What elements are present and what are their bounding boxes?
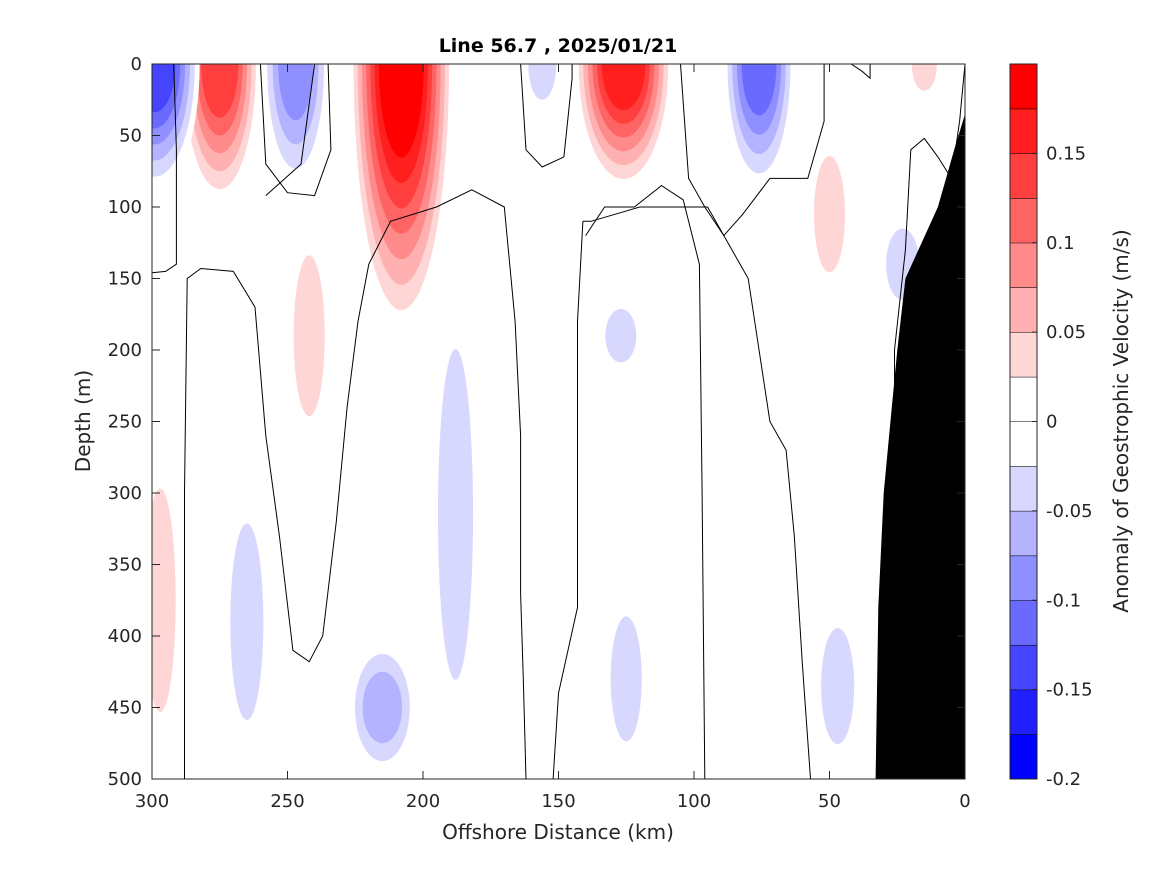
y-tick-label: 450 <box>108 698 142 719</box>
x-tick-label: 250 <box>270 791 304 812</box>
y-axis-label: Depth (m) <box>71 370 95 472</box>
y-tick-label: 300 <box>108 483 142 504</box>
colorbar-band <box>1010 734 1037 779</box>
velocity-core <box>286 207 333 465</box>
zero-contour <box>184 189 527 779</box>
chart-title: Line 56.7 , 2025/01/21 <box>439 35 678 57</box>
colorbar-tick-label: -0.15 <box>1046 680 1093 701</box>
y-tick-label: 100 <box>108 197 142 218</box>
colorbar-band <box>1010 287 1037 333</box>
velocity-band <box>152 488 176 712</box>
plot-area <box>152 64 965 779</box>
colorbar-band <box>1010 466 1037 511</box>
velocity-core <box>349 64 454 336</box>
velocity-core <box>806 121 853 308</box>
velocity-band <box>230 523 264 721</box>
y-tick-label: 250 <box>108 412 142 433</box>
zero-contour <box>152 64 177 274</box>
colorbar-bands <box>1010 63 1037 779</box>
x-axis-label: Offshore Distance (km) <box>442 820 674 844</box>
velocity-band <box>605 308 637 363</box>
zero-contour <box>582 206 811 779</box>
velocity-band <box>911 64 937 91</box>
colorbar-band <box>1010 198 1037 243</box>
seafloor-bathymetry <box>875 114 965 779</box>
colorbar-band <box>1010 644 1037 690</box>
velocity-core <box>347 636 418 779</box>
colorbar-band <box>1010 376 1037 422</box>
x-tick-label: 200 <box>406 791 440 812</box>
y-tick-label: 50 <box>119 126 142 147</box>
x-tick-label: 150 <box>541 791 575 812</box>
velocity-core <box>813 593 863 779</box>
y-tick-label: 0 <box>131 54 142 75</box>
velocity-band <box>610 616 642 742</box>
zero-contour <box>552 221 584 779</box>
velocity-band <box>293 255 325 417</box>
velocity-core <box>574 64 673 193</box>
colorbar-tick-label: 0 <box>1046 412 1057 433</box>
velocity-band <box>821 627 855 745</box>
colorbar-label: Anomaly of Geostrophic Velocity (m/s) <box>1109 229 1133 612</box>
velocity-band <box>437 349 474 680</box>
colorbar-tick-label: 0.15 <box>1046 143 1086 164</box>
velocity-core <box>179 64 261 207</box>
colorbar-band <box>1010 689 1037 735</box>
velocity-band <box>362 671 403 744</box>
colorbar-band <box>1010 332 1037 377</box>
colorbar-tick-label: 0.1 <box>1046 233 1075 254</box>
colorbar-tick-label: -0.05 <box>1046 501 1093 522</box>
x-tick-label: 300 <box>135 791 169 812</box>
velocity-band <box>278 64 314 121</box>
x-tick-label: 0 <box>959 791 970 812</box>
colorbar: 0.15 0.1 0.05 0 -0.05 -0.1 -0.15 -0.2 Anomaly o… <box>1009 63 1133 790</box>
y-tick-label: 200 <box>108 340 142 361</box>
zero-contour <box>520 64 573 168</box>
y-axis: 0 50 100 150 200 250 300 350 400 450 500 <box>108 54 965 790</box>
colorbar-band <box>1010 242 1037 288</box>
velocity-core <box>429 249 482 779</box>
velocity-core <box>222 464 272 779</box>
colorbar-band <box>1010 153 1037 199</box>
x-tick-label: 50 <box>818 791 841 812</box>
zero-contour <box>850 64 871 80</box>
colorbar-band <box>1010 510 1037 556</box>
velocity-band <box>741 64 777 116</box>
colorbar-tick-label: -0.1 <box>1046 590 1081 611</box>
velocity-core <box>261 64 330 193</box>
y-tick-label: 500 <box>108 769 142 790</box>
colorbar-band <box>1010 64 1037 109</box>
x-tick-label: 100 <box>677 791 711 812</box>
y-tick-label: 150 <box>108 269 142 290</box>
velocity-core <box>603 578 650 779</box>
velocity-band <box>813 156 846 273</box>
zero-contour <box>585 184 706 779</box>
velocity-band <box>601 64 646 110</box>
zero-contour <box>259 64 332 197</box>
y-tick-label: 350 <box>108 555 142 576</box>
velocity-core <box>722 64 796 193</box>
zero-contour <box>265 64 316 196</box>
colorbar-tick-label: 0.05 <box>1046 322 1086 343</box>
colorbar-ticks: 0.15 0.1 0.05 0 -0.05 -0.1 -0.15 -0.2 <box>1032 143 1093 790</box>
velocity-band <box>152 64 176 113</box>
colorbar-band <box>1010 600 1037 645</box>
colorbar-tick-label: -0.2 <box>1046 769 1081 790</box>
velocity-core <box>597 292 644 379</box>
velocity-core <box>152 421 184 779</box>
y-tick-label: 400 <box>108 626 142 647</box>
velocity-anomaly-field <box>152 64 943 779</box>
colorbar-band <box>1010 108 1037 154</box>
velocity-band <box>378 64 424 158</box>
velocity-core <box>521 64 564 122</box>
x-axis: 300 250 200 150 100 50 0 <box>135 64 971 812</box>
velocity-band <box>528 64 557 100</box>
colorbar-band <box>1010 555 1037 601</box>
zero-contour <box>680 64 825 237</box>
velocity-band <box>201 64 239 118</box>
colorbar-band <box>1010 421 1037 467</box>
velocity-core <box>905 64 943 107</box>
